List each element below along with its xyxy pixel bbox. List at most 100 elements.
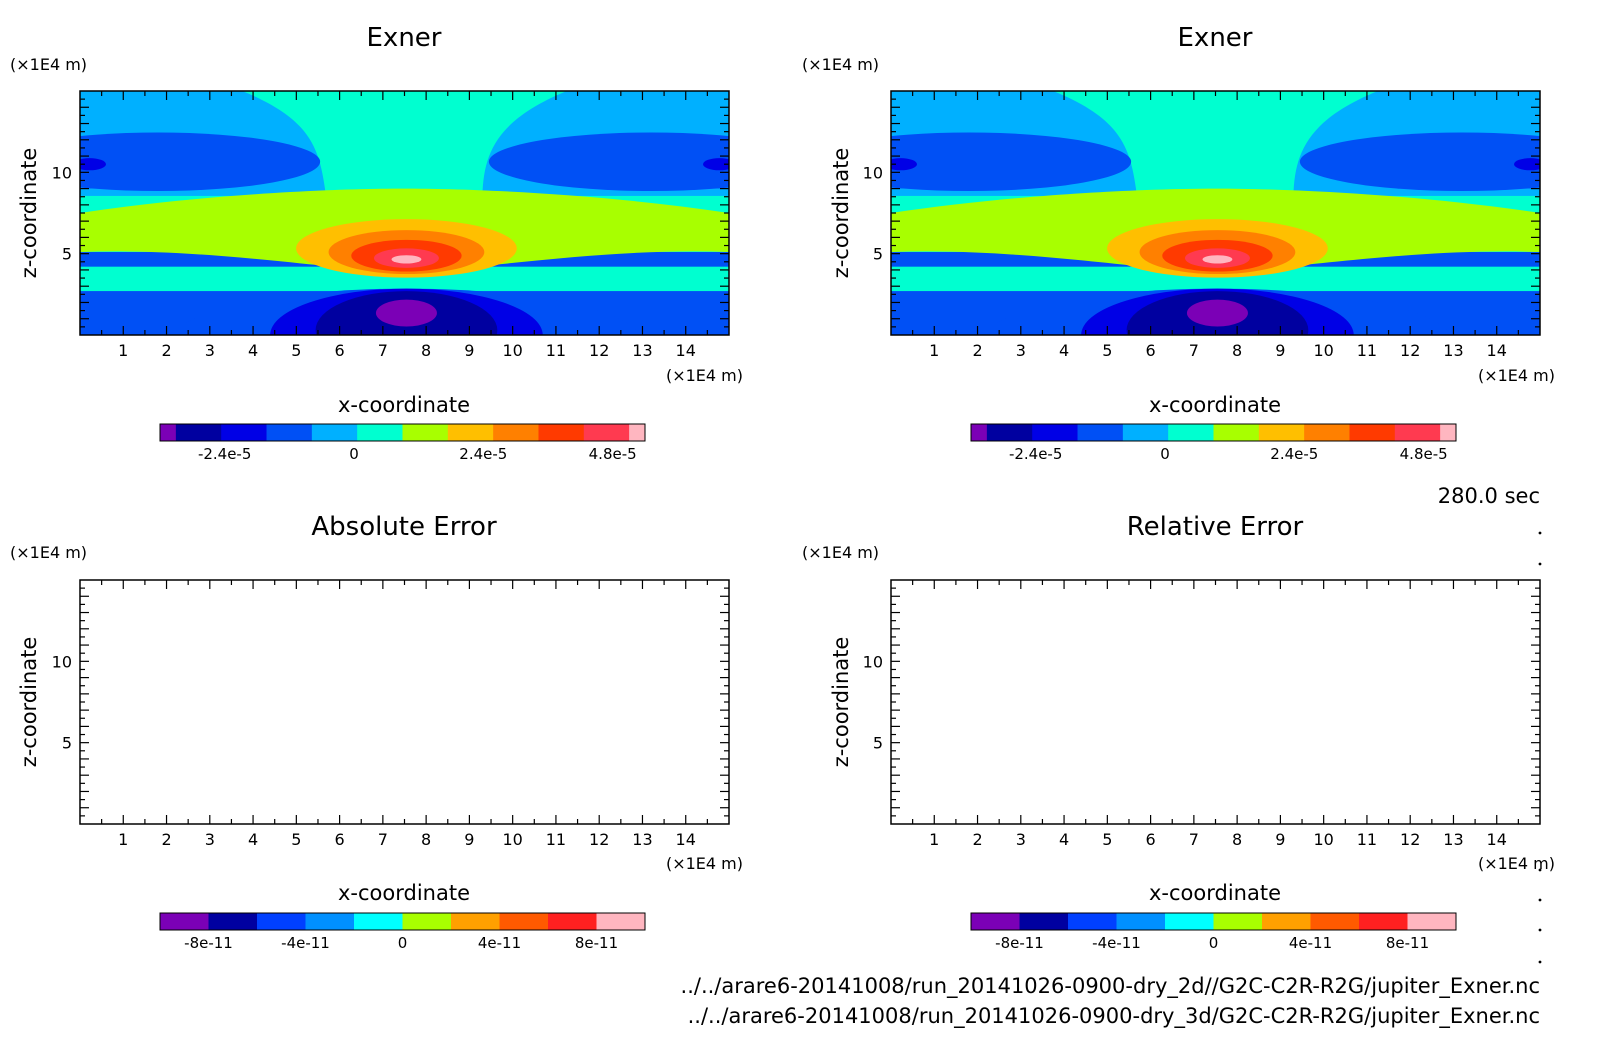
exner-contour-field (891, 91, 1540, 335)
x-tick-label: 5 (291, 830, 301, 849)
x-tick-label: 7 (378, 341, 388, 360)
separator-dots (1538, 531, 1542, 964)
colorbar-swatch (1359, 913, 1408, 930)
y-axis-label: z-coordinate (829, 637, 853, 768)
colorbar-frame (970, 423, 1457, 442)
contour-region (1514, 158, 1540, 171)
contour-region (488, 132, 729, 192)
x-tick-label: 7 (1189, 341, 1199, 360)
colorbar-swatch (1407, 913, 1457, 930)
x-tick-label: 12 (1400, 341, 1420, 360)
contour-region (80, 158, 106, 171)
x-tick-label: 7 (378, 830, 388, 849)
x-tick-label: 1 (929, 341, 939, 360)
colorbar-swatch (1310, 913, 1360, 930)
panel-title: Absolute Error (311, 512, 497, 542)
x-tick-label: 11 (1357, 341, 1377, 360)
x-tick-label: 10 (1313, 341, 1333, 360)
x-tick-label: 13 (632, 830, 652, 849)
y-tick-label: 5 (62, 245, 72, 264)
colorbar-swatch (208, 913, 258, 930)
y-tick-label: 10 (52, 652, 72, 671)
colorbar-tick-label: -2.4e-5 (198, 445, 251, 463)
x-tick-label: 9 (1275, 830, 1285, 849)
contour-region (1202, 255, 1233, 264)
colorbar-tick-label: 2.4e-5 (459, 445, 507, 463)
plot-frame (890, 579, 1541, 825)
x-tick-label: 3 (1016, 341, 1026, 360)
colorbar-swatch (160, 424, 177, 441)
x-tick-label: 11 (546, 341, 566, 360)
x-tick-label: 14 (676, 830, 696, 849)
x-tick-label: 1 (929, 830, 939, 849)
colorbar-swatch (354, 913, 403, 930)
x-tick-label: 6 (1146, 341, 1156, 360)
colorbar-tick-label: 2.4e-5 (1270, 445, 1318, 463)
x-tick-label: 2 (161, 830, 171, 849)
colorbar-tick-label: 0 (398, 934, 408, 952)
colorbar-tick-label: 0 (349, 445, 359, 463)
plot-frame (79, 579, 730, 825)
x-axis-label: x-coordinate (338, 393, 470, 417)
contour-region (1299, 132, 1540, 192)
x-tick-label: 13 (1443, 341, 1463, 360)
colorbar-swatch (1213, 424, 1260, 441)
colorbar-swatch (596, 913, 646, 930)
file-path-3d: ../../arare6-20141008/run_20141026-0900-… (688, 1004, 1540, 1029)
y-tick-label: 5 (873, 245, 883, 264)
x-tick-label: 8 (421, 830, 431, 849)
contour-region (891, 158, 917, 171)
x-tick-label: 13 (632, 341, 652, 360)
colorbar-swatch (971, 424, 988, 441)
colorbar-tick-label: -2.4e-5 (1009, 445, 1062, 463)
colorbar-swatch (311, 424, 358, 441)
y-unit-label: (×1E4 m) (10, 55, 87, 74)
y-tick-label: 5 (62, 734, 72, 753)
panel-title: Relative Error (1127, 512, 1304, 542)
x-unit-label: (×1E4 m) (1478, 366, 1555, 385)
panel-title: Exner (367, 23, 442, 53)
colorbar-swatch (1213, 913, 1263, 930)
x-tick-label: 14 (1487, 830, 1507, 849)
colorbar: -8e-11 -4e-11 0 4e-11 8e-11 (159, 912, 646, 952)
y-tick-label: 10 (863, 652, 883, 671)
colorbar-swatch (548, 913, 597, 930)
y-tick-label: 10 (52, 163, 72, 182)
x-unit-label: (×1E4 m) (666, 854, 743, 873)
x-tick-label: 14 (676, 341, 696, 360)
y-unit-label: (×1E4 m) (10, 543, 87, 562)
colorbar-swatch (402, 424, 449, 441)
colorbar-swatch (1304, 424, 1350, 441)
colorbar: -2.4e-5 0 2.4e-5 4.8e-5 (159, 423, 646, 463)
colorbar-tick-label: 0 (1209, 934, 1219, 952)
y-axis-label: z-coordinate (17, 148, 41, 279)
x-tick-label: 2 (972, 830, 982, 849)
colorbar-swatch (1068, 913, 1117, 930)
x-tick-label: 8 (1232, 341, 1242, 360)
colorbar-swatch (971, 913, 1020, 930)
colorbar-swatch (986, 424, 1033, 441)
x-tick-label: 2 (161, 341, 171, 360)
colorbar-swatch (1077, 424, 1124, 441)
colorbar-tick-label: 4e-11 (478, 934, 521, 952)
x-tick-label: 10 (1313, 830, 1333, 849)
x-tick-label: 9 (464, 341, 474, 360)
x-tick-label: 12 (1400, 830, 1420, 849)
contour-region (80, 132, 321, 192)
x-tick-label: 12 (589, 830, 609, 849)
colorbar-swatch (1032, 424, 1079, 441)
colorbar-frame (159, 912, 646, 931)
time-label: 280.0 sec (1438, 484, 1540, 508)
x-axis-label: x-coordinate (1149, 393, 1281, 417)
x-tick-label: 11 (1357, 830, 1377, 849)
colorbar: -8e-11 -4e-11 0 4e-11 8e-11 (970, 912, 1457, 952)
colorbar-swatch (583, 424, 630, 441)
colorbar-frame (970, 912, 1457, 931)
colorbar-swatch (499, 913, 549, 930)
